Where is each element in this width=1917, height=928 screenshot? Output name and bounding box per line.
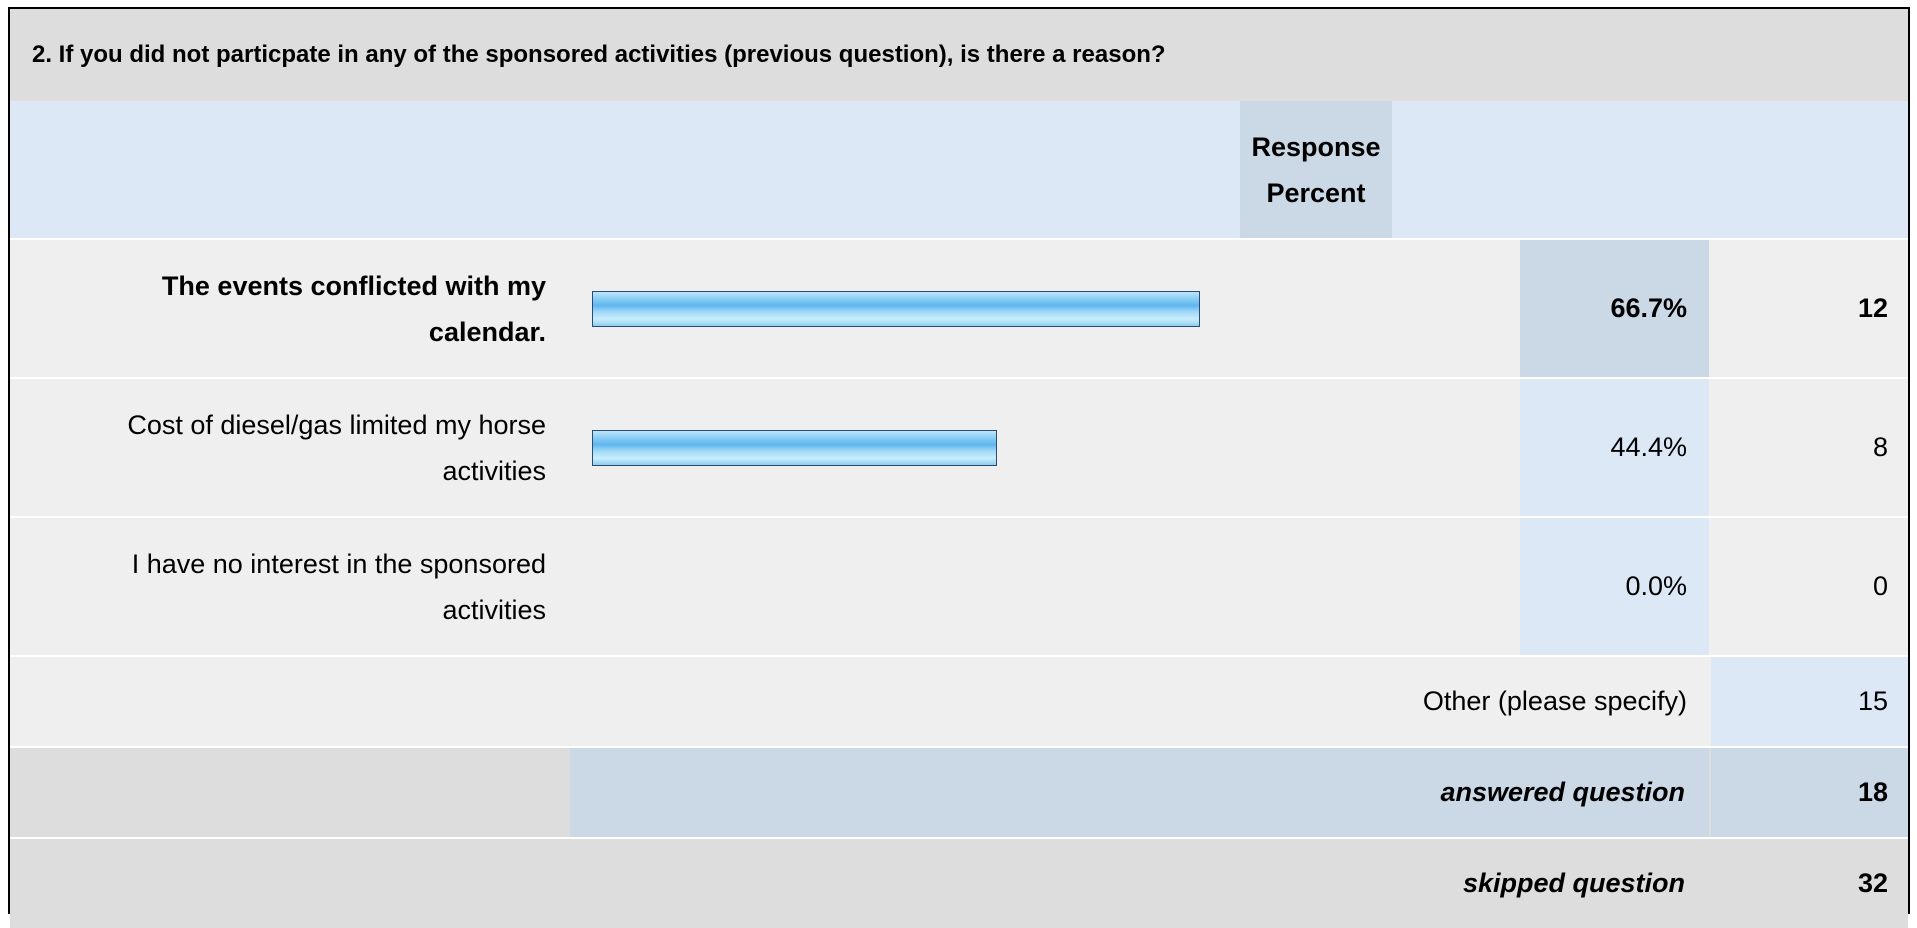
answer-percent: 0.0% xyxy=(1520,518,1709,655)
other-row: Other (please specify) 15 xyxy=(10,657,1908,746)
question-title: 2. If you did not particpate in any of t… xyxy=(32,41,1166,68)
response-count-header-area xyxy=(1395,101,1908,238)
answer-label: I have no interest in the sponsored acti… xyxy=(10,518,568,655)
answer-label-line2: activities xyxy=(442,455,546,486)
answer-count: 12 xyxy=(1711,240,1908,377)
answer-count: 8 xyxy=(1711,379,1908,516)
answer-percent-bar xyxy=(592,430,997,466)
survey-question-table: 2. If you did not particpate in any of t… xyxy=(8,7,1910,928)
skipped-label: skipped question xyxy=(570,839,1709,928)
answer-label: The events conflicted with my calendar. xyxy=(10,240,568,377)
answer-count: 0 xyxy=(1711,518,1908,655)
skipped-count: 32 xyxy=(1711,839,1908,928)
answered-blank xyxy=(10,748,568,837)
answer-bar-cell xyxy=(570,240,1518,377)
answered-count: 18 xyxy=(1711,748,1908,837)
answer-bar-cell xyxy=(570,518,1518,655)
other-label: Other (please specify) xyxy=(10,657,1709,746)
answer-bar-cell xyxy=(570,379,1518,516)
answered-row: answered question 18 xyxy=(10,748,1908,837)
answer-label-line1: I have no interest in the sponsored xyxy=(131,548,546,579)
answer-label-line1: Cost of diesel/gas limited my horse xyxy=(127,409,546,440)
answer-row: I have no interest in the sponsored acti… xyxy=(10,518,1908,655)
answer-percent: 66.7% xyxy=(1520,240,1709,377)
answer-percent-bar xyxy=(592,291,1200,327)
answer-label-line2: calendar. xyxy=(428,316,546,347)
answer-row: Cost of diesel/gas limited my horse acti… xyxy=(10,379,1908,516)
column-header-row: Response Percent xyxy=(10,101,1908,238)
skipped-row: skipped question 32 xyxy=(10,839,1908,928)
answer-label: Cost of diesel/gas limited my horse acti… xyxy=(10,379,568,516)
answer-label-line1: The events conflicted with my xyxy=(161,270,546,301)
other-count: 15 xyxy=(1711,657,1908,746)
answer-percent: 44.4% xyxy=(1520,379,1709,516)
skipped-blank xyxy=(10,839,568,928)
response-percent-header: Response Percent xyxy=(1240,101,1392,238)
answer-row: The events conflicted with my calendar. … xyxy=(10,240,1908,377)
answered-label: answered question xyxy=(570,748,1709,837)
answer-label-line2: activities xyxy=(442,594,546,625)
question-header: 2. If you did not particpate in any of t… xyxy=(10,9,1908,101)
response-percent-header-line1: Response xyxy=(1251,131,1381,162)
response-percent-header-line2: Percent xyxy=(1266,177,1366,208)
